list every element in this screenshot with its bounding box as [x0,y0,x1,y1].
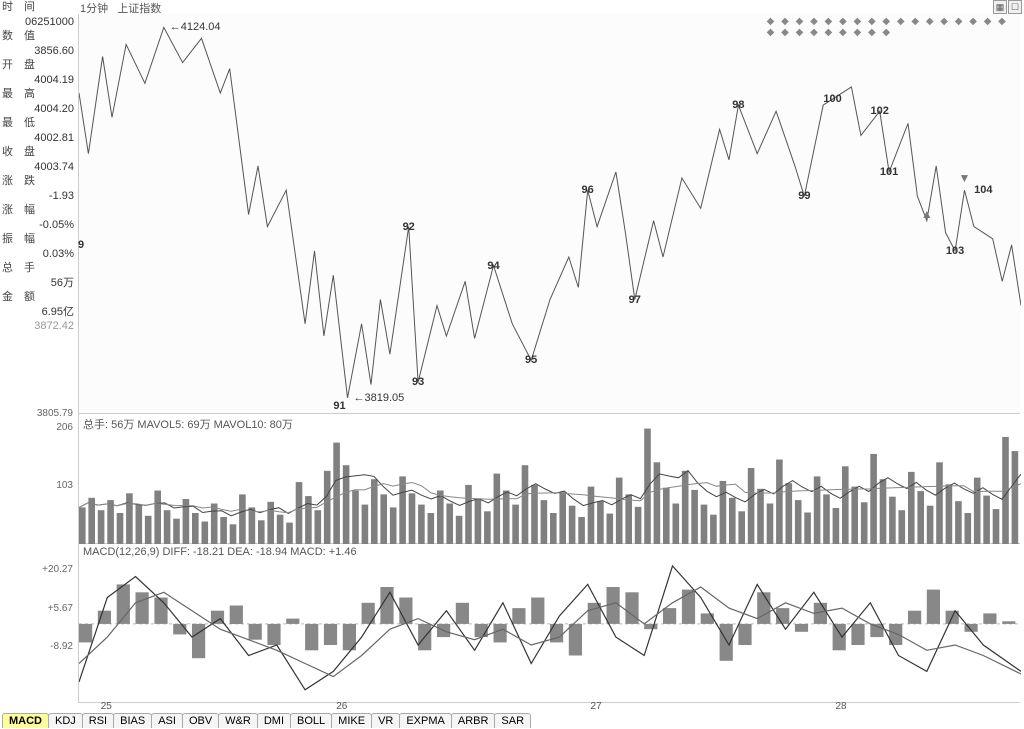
lp-value: 4003.74 [0,160,78,174]
arrow-down-icon: ▼ [959,171,971,185]
tab-vr[interactable]: VR [371,713,400,728]
wave-label: 93 [412,376,424,388]
x-tick: 25 [101,701,112,712]
lp-value: -1.93 [0,189,78,203]
price-panel[interactable]: ◆ ◆ ◆ ◆ ◆ ◆ ◆ ◆ ◆ ◆ ◆ ◆ ◆ ◆ ◆ ◆ ◆ ◆ ◆ ◆ … [79,14,1020,414]
lp-row: 涨 幅 [0,203,78,218]
lp-row: 涨 跌 [0,174,78,189]
lp-row: 数 值 [0,29,78,44]
lp-row: 总 手 [0,261,78,276]
lp-value: 56万 [0,276,78,290]
lp-value: 3856.60 [0,44,78,58]
icon-max[interactable]: ☐ [1008,0,1022,14]
x-tick: 26 [336,701,347,712]
tab-dmi[interactable]: DMI [257,713,291,728]
tab-boll[interactable]: BOLL [290,713,332,728]
wave-label: 97 [629,294,641,306]
tab-asi[interactable]: ASI [151,713,183,728]
wave-label: 92 [403,221,415,233]
tab-macd[interactable]: MACD [2,713,49,728]
tab-sar[interactable]: SAR [494,713,531,728]
tab-expma[interactable]: EXPMA [399,713,452,728]
tab-obv[interactable]: OBV [182,713,219,728]
wave-label: 100 [823,93,841,105]
lp-row: 最 高 [0,87,78,102]
lp-ref-price: 3872.42 [0,319,78,333]
lp-row: 金 额 [0,290,78,305]
lp-row: 收 盘 [0,145,78,160]
wave-label: 95 [525,354,537,366]
indicator-tabs: MACDKDJRSIBIASASIOBVW&RDMIBOLLMIKEVREXPM… [2,713,1022,729]
top-bar: 1分钟 上证指数 ▦ ☐ [0,0,1024,14]
tab-mike[interactable]: MIKE [331,713,372,728]
wave-label: 99 [798,190,810,202]
lp-row: 振 幅 [0,232,78,247]
tab-arbr[interactable]: ARBR [451,713,496,728]
tab-bias[interactable]: BIAS [113,713,152,728]
volume-plot [79,414,1021,544]
wave-label: 94 [487,260,499,272]
macd-panel[interactable]: MACD(12,26,9) DIFF: -18.21 DEA: -18.94 M… [79,544,1020,703]
lp-value: 4002.81 [0,131,78,145]
macd-plot [79,544,1021,703]
x-tick: 28 [835,701,846,712]
lp-datecode: 06251000 [0,15,78,29]
wave-label: 101 [880,166,898,178]
lp-time-lbl: 时 间 [2,0,35,15]
window-icons: ▦ ☐ [993,0,1022,14]
wave-label: 104 [974,184,992,196]
peak-high: ←4124.04 [170,21,221,33]
tab-wr[interactable]: W&R [218,713,258,728]
price-plot [79,14,1021,414]
arrow-up-icon: ▲ [921,207,933,221]
lp-row: 最 低 [0,116,78,131]
lp-value: 4004.19 [0,73,78,87]
x-tick: 27 [591,701,602,712]
tab-rsi[interactable]: RSI [82,713,114,728]
wave-label: 96 [582,184,594,196]
wave-label: 102 [871,105,889,117]
wave-label: 103 [946,245,964,257]
wave-label: 98 [732,99,744,111]
peak-low: ←3819.05 [353,392,404,404]
chart-area: ◆ ◆ ◆ ◆ ◆ ◆ ◆ ◆ ◆ ◆ ◆ ◆ ◆ ◆ ◆ ◆ ◆ ◆ ◆ ◆ … [78,14,1020,703]
lp-row: 开 盘 [0,58,78,73]
icon-grid[interactable]: ▦ [993,0,1007,14]
lp-value: 6.95亿 [0,305,78,319]
volume-panel[interactable]: 总手: 56万 MAVOL5: 69万 MAVOL10: 80万 103206 [79,414,1020,544]
lp-value: -0.05% [0,218,78,232]
left-info-panel: 时 间 06251000 数 值3856.60开 盘4004.19最 高4004… [0,0,78,333]
lp-value: 4004.20 [0,102,78,116]
lp-value: 0.03% [0,247,78,261]
tab-kdj[interactable]: KDJ [48,713,83,728]
